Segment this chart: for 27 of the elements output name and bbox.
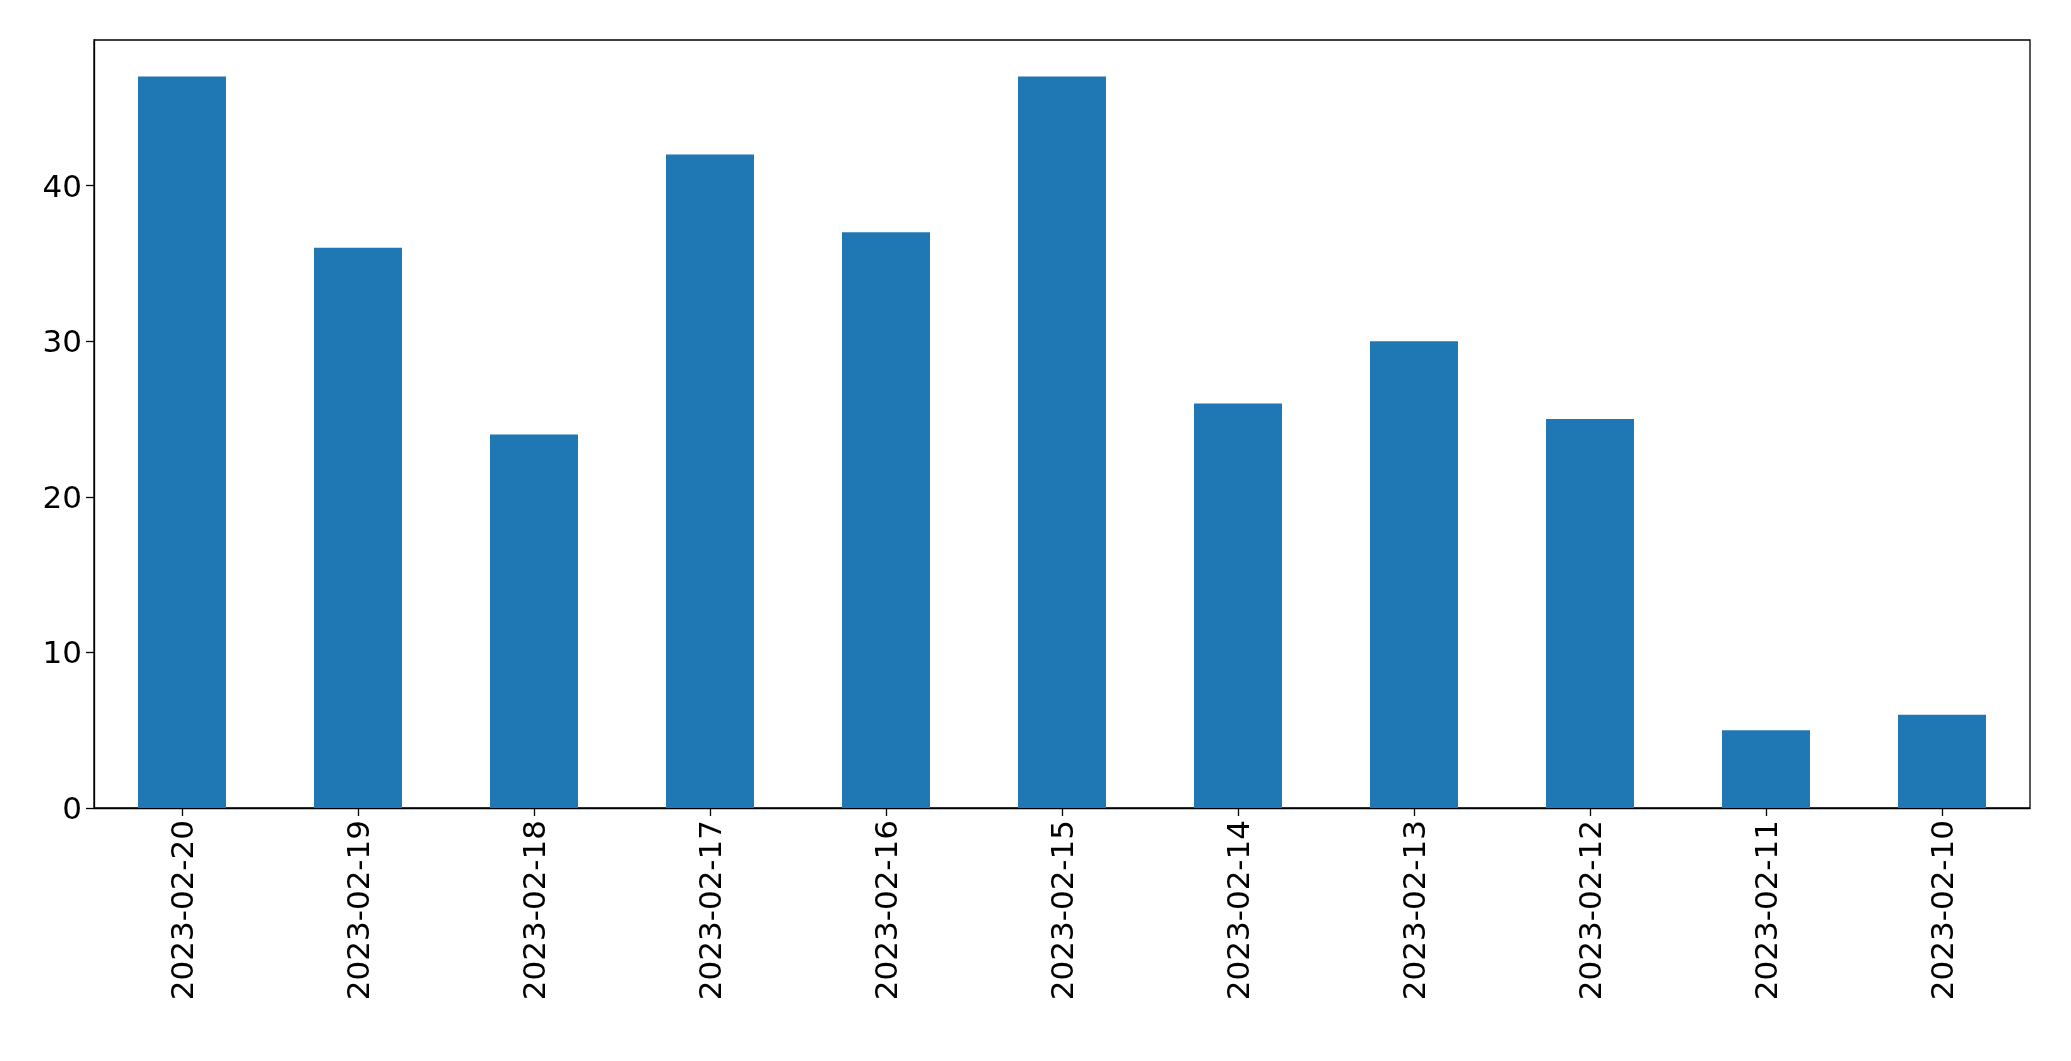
- x-tick-label: 2023-02-12: [1572, 820, 1608, 1001]
- bar: [490, 434, 578, 808]
- bar: [1898, 714, 1986, 808]
- x-tick-label: 2023-02-13: [1396, 820, 1432, 1001]
- y-tick-label: 0: [62, 790, 82, 826]
- x-tick-label: 2023-02-14: [1220, 820, 1256, 1001]
- bar: [1722, 730, 1810, 808]
- x-tick-label: 2023-02-10: [1924, 820, 1960, 1001]
- bar: [666, 154, 754, 808]
- y-tick-label: 30: [42, 323, 82, 360]
- bar: [1194, 403, 1282, 808]
- x-tick-label: 2023-02-16: [868, 820, 904, 1001]
- x-tick-label: 2023-02-19: [340, 820, 376, 1001]
- x-tick-label: 2023-02-20: [164, 820, 200, 1001]
- y-tick-label: 10: [42, 634, 82, 671]
- bar: [1370, 341, 1458, 808]
- x-tick-label: 2023-02-17: [692, 820, 728, 1001]
- bar: [1018, 76, 1106, 808]
- bar: [138, 76, 226, 808]
- x-tick-label: 2023-02-15: [1044, 820, 1080, 1001]
- bar: [1546, 418, 1634, 808]
- bar: [314, 247, 402, 808]
- y-tick-label: 20: [42, 478, 82, 515]
- y-tick-label: 40: [42, 167, 82, 204]
- x-tick-label: 2023-02-11: [1748, 820, 1784, 1001]
- bar: [842, 232, 930, 808]
- x-tick-label: 2023-02-18: [516, 820, 552, 1001]
